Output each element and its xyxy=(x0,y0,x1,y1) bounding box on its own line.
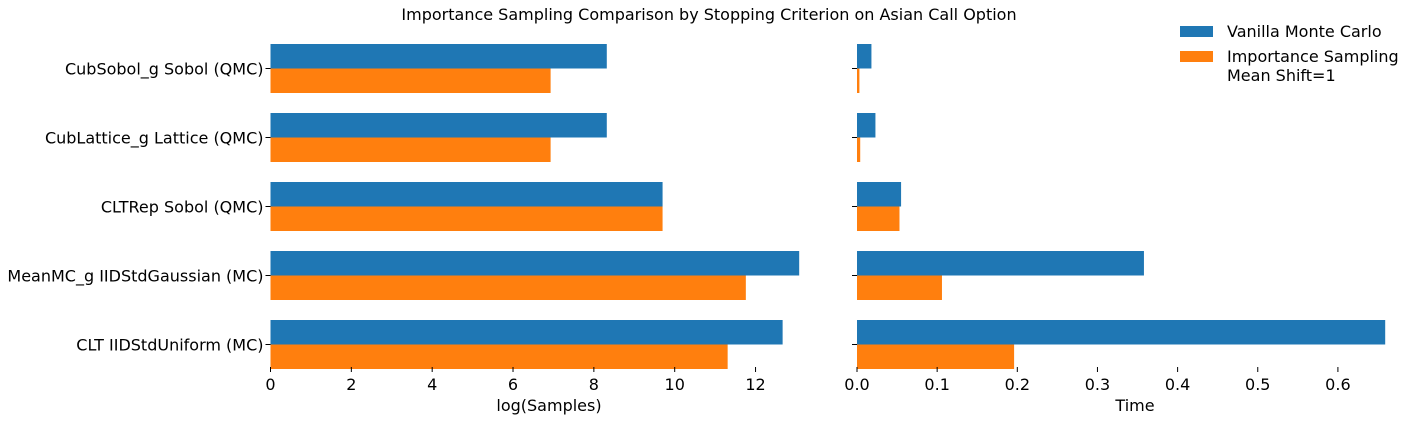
bar-vanilla-3 xyxy=(857,251,1144,276)
legend-label-vanilla: Vanilla Monte Carlo xyxy=(1227,22,1382,41)
x-tick-label-0-0: 0 xyxy=(265,375,275,394)
x-tick-label-0-4: 8 xyxy=(589,375,599,394)
category-label-0: CubSobol_g Sobol (QMC) xyxy=(65,60,264,80)
bar-importance-3 xyxy=(270,275,746,300)
legend: Vanilla Monte Carlo Importance Sampling … xyxy=(1180,22,1399,91)
x-axis-label-left: log(Samples) xyxy=(496,396,601,415)
bar-vanilla-3 xyxy=(270,251,800,276)
x-tick-label-1-6: 0.6 xyxy=(1325,375,1350,394)
x-tick-label-0-1: 2 xyxy=(346,375,356,394)
bar-importance-3 xyxy=(857,275,942,300)
legend-swatch-vanilla xyxy=(1180,26,1213,37)
legend-item-vanilla: Vanilla Monte Carlo xyxy=(1180,22,1399,41)
category-label-3: MeanMC_g IIDStdGaussian (MC) xyxy=(7,267,263,287)
bar-importance-4 xyxy=(857,344,1015,369)
x-axis-label-right: Time xyxy=(1114,396,1154,415)
x-tick-label-1-0: 0.0 xyxy=(844,375,869,394)
chart-title: Importance Sampling Comparison by Stoppi… xyxy=(401,5,1016,24)
bar-vanilla-0 xyxy=(857,44,872,69)
x-tick-label-0-6: 12 xyxy=(745,375,765,394)
bar-vanilla-2 xyxy=(270,182,663,207)
bar-vanilla-4 xyxy=(270,320,783,345)
bar-vanilla-1 xyxy=(270,113,607,138)
x-tick-label-1-2: 0.2 xyxy=(1005,375,1030,394)
bar-importance-1 xyxy=(270,137,551,162)
x-tick-label-1-5: 0.5 xyxy=(1245,375,1270,394)
x-tick-label-0-5: 10 xyxy=(665,375,685,394)
x-tick-label-1-1: 0.1 xyxy=(924,375,949,394)
category-label-4: CLT IIDStdUniform (MC) xyxy=(76,336,263,355)
bar-importance-4 xyxy=(270,344,728,369)
x-tick-label-1-3: 0.3 xyxy=(1085,375,1110,394)
bar-importance-1 xyxy=(857,137,861,162)
category-label-2: CLTRep Sobol (QMC) xyxy=(101,198,264,217)
legend-item-importance: Importance Sampling Mean Shift=1 xyxy=(1180,47,1399,85)
legend-swatch-importance xyxy=(1180,51,1213,62)
bar-importance-0 xyxy=(270,68,551,93)
category-label-1: CubLattice_g Lattice (QMC) xyxy=(45,129,264,149)
bar-vanilla-2 xyxy=(857,182,902,207)
x-tick-label-0-2: 4 xyxy=(427,375,437,394)
bar-importance-2 xyxy=(857,206,900,231)
panel-log-samples: 0 2 4 6 8 10 12 CubSobol_g Sobol (QMC) CubLattic… xyxy=(7,44,800,394)
bar-importance-0 xyxy=(857,68,860,93)
legend-label-importance: Importance Sampling Mean Shift=1 xyxy=(1227,47,1399,85)
x-tick-label-0-3: 6 xyxy=(508,375,518,394)
bar-vanilla-0 xyxy=(270,44,607,69)
panel-time: 0.0 0.1 0.2 0.3 0.4 0.5 0.6 xyxy=(844,44,1386,394)
x-tick-label-1-4: 0.4 xyxy=(1165,375,1190,394)
bar-importance-2 xyxy=(270,206,663,231)
bar-vanilla-4 xyxy=(857,320,1386,345)
bar-vanilla-1 xyxy=(857,113,876,138)
